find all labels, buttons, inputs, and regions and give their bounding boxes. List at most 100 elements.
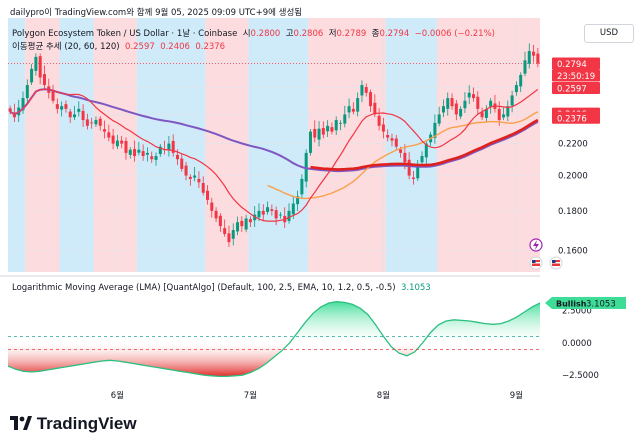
trend-zone [248,18,309,272]
candle-body [154,156,158,160]
candle-body [193,175,197,178]
trend-zone [59,18,94,272]
candle-body [8,108,12,112]
candle-body [266,207,270,212]
trend-zone [385,18,438,272]
osc-tick-label: 2.5000 [562,307,592,317]
candle-body [437,114,441,124]
candle-body [334,120,338,131]
ma20-line [9,88,539,222]
candle-body [506,106,510,117]
candle-body [476,96,480,109]
candle-body [364,87,368,93]
candle-body [197,178,201,183]
ma20-value: 0.2597 [125,42,155,52]
ma120-price-label: 0.2376 [557,114,587,124]
candle-body [167,143,171,150]
candle-body [184,165,188,176]
lma-label: Logarithmic Moving Average (LMA) [QuantA… [12,283,396,293]
last-price-label-bg [552,57,600,70]
candle-body [248,219,252,223]
candle-body [304,152,308,182]
time-tick-label: 9월 [510,390,523,401]
candle-body [34,56,38,71]
price-tick-label: 0.1600 [558,246,588,256]
candle-body [171,140,175,153]
candle-body [467,92,471,98]
candle-body [137,149,141,153]
moving-averages [9,88,539,222]
candle-body [424,143,428,158]
candle-body [446,98,450,109]
candle-body [72,114,77,118]
candle-body [103,129,107,132]
candle-body [523,60,527,74]
last-price-label: 0.2794 [557,60,587,70]
change-value: −0.0006 (−0.21%) [414,29,495,39]
candle-body [420,156,424,163]
candle-body [236,222,240,232]
currency-button[interactable]: USD [584,24,634,43]
us-flag-stripe-icon [552,262,560,264]
candle-body [30,68,34,83]
candle-body [133,149,137,157]
candle-body [150,156,154,160]
candle-body [77,108,81,112]
candle-body [223,228,227,235]
ma-long-line [310,118,539,171]
candle-body [42,74,46,86]
candle-body [270,209,274,211]
candle-body [471,94,476,99]
time-tick-label: 8월 [377,390,390,401]
candle-body [502,114,506,118]
candle-body [489,100,493,107]
candle-body [296,196,300,205]
candle-body [317,128,321,140]
lma-value: 3.1053 [400,283,431,293]
candle-body [484,108,488,118]
candle-body [377,115,381,126]
chart-icons [529,238,563,270]
candle-body [145,152,149,155]
symbol-legend: Polygon Ecosystem Token / US Dollar · 1날… [12,27,495,39]
candle-body [107,132,111,138]
bear-area [8,342,540,377]
candle-body [214,210,218,219]
candle-body [244,218,248,230]
candle-body [403,152,407,163]
candle-body [227,233,231,243]
open-value: 0.2800 [250,29,281,39]
candle-body [463,100,467,109]
lma-value-tag: 3.1053 [586,299,616,309]
trend-zone [93,18,137,272]
tradingview-logo[interactable]: TradingView [10,414,137,434]
time-axis[interactable]: 6월 7월 8월 9월 [111,390,523,401]
ma-legend: 이동평균 추세 (20, 60, 120) 0.2597 0.2406 0.23… [12,40,225,52]
tradingview-logo-icon [10,416,32,430]
symbol-title: Polygon Ecosystem Token / US Dollar · 1날… [12,29,238,39]
candle-body [480,112,484,118]
candle-body [343,114,347,124]
candle-body [120,140,124,144]
us-flag-canton-icon [532,260,536,263]
candle-body [381,124,385,132]
ma60-value: 0.2406 [160,42,190,52]
candle-body [94,120,98,125]
candle-body [175,154,179,160]
trend-zone [8,18,26,272]
candle-body [111,135,115,144]
price-tick-label: 0.2200 [558,140,588,150]
candle-body [532,51,536,56]
price-axis[interactable]: 0.16000.18000.20000.22000.24000.26000.28… [558,59,599,381]
candle-body [205,190,210,200]
price-tick-label: 0.2000 [558,172,588,182]
candle-body [454,103,458,115]
bull-area [8,301,540,343]
candle-body [274,210,278,219]
candle-body [321,128,325,135]
candle-body [158,146,162,155]
candle-body [128,149,132,155]
candle-body [291,203,295,215]
ma20-price-label-bg [552,81,600,94]
